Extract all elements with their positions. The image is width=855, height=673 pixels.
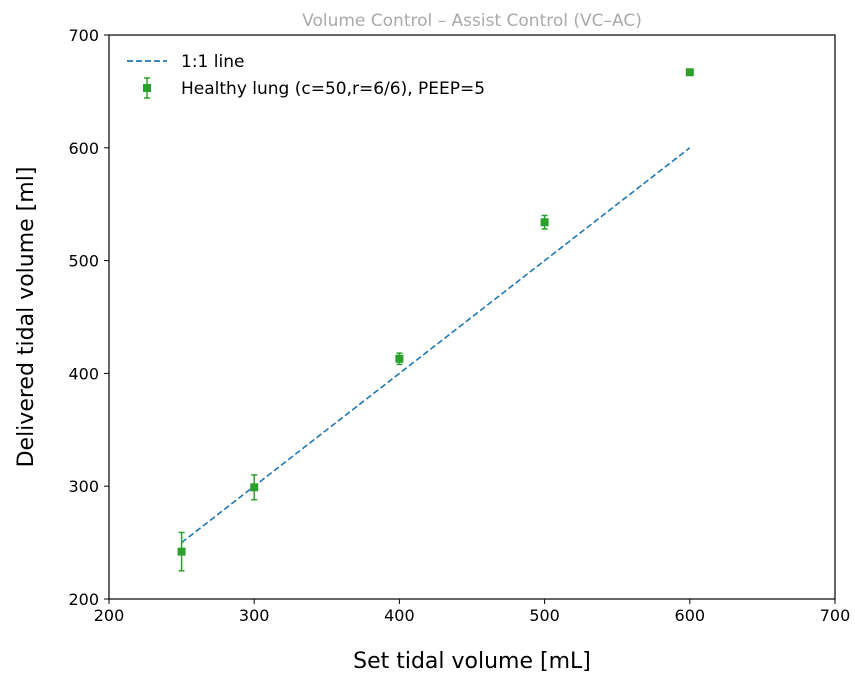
reference-line-1to1 [181,147,691,544]
y-tick-label: 500 [68,252,99,271]
x-tick-label: 700 [820,606,851,625]
chart-title: Volume Control – Assist Control (VC–AC) [302,11,642,31]
y-tick-label: 400 [68,364,99,383]
legend-square-marker-swatch [143,84,151,92]
x-axis: 200 300 400 500 600 700 [94,599,851,625]
legend-label-series: Healthy lung (c=50,r=6/6), PEEP=5 [181,79,485,99]
x-tick-label: 300 [239,606,270,625]
x-tick-label: 200 [94,606,125,625]
y-axis: 200 300 400 500 600 700 [68,26,109,609]
plot-area [177,68,694,572]
data-point [250,483,259,492]
x-tick-label: 600 [675,606,706,625]
data-point [395,354,404,363]
data-point [177,547,186,556]
y-tick-label: 600 [68,139,99,158]
x-tick-label: 500 [529,606,560,625]
x-tick-label: 400 [384,606,415,625]
legend: 1:1 line Healthy lung (c=50,r=6/6), PEEP… [127,52,485,99]
y-tick-label: 200 [68,590,99,609]
data-point [540,218,549,227]
y-tick-label: 700 [68,26,99,45]
y-axis-title: Delivered tidal volume [ml] [14,167,39,468]
data-point [685,68,694,77]
x-axis-title: Set tidal volume [mL] [353,649,591,673]
legend-label-reference: 1:1 line [181,52,244,72]
plot-frame [108,34,836,600]
y-tick-label: 300 [68,477,99,496]
